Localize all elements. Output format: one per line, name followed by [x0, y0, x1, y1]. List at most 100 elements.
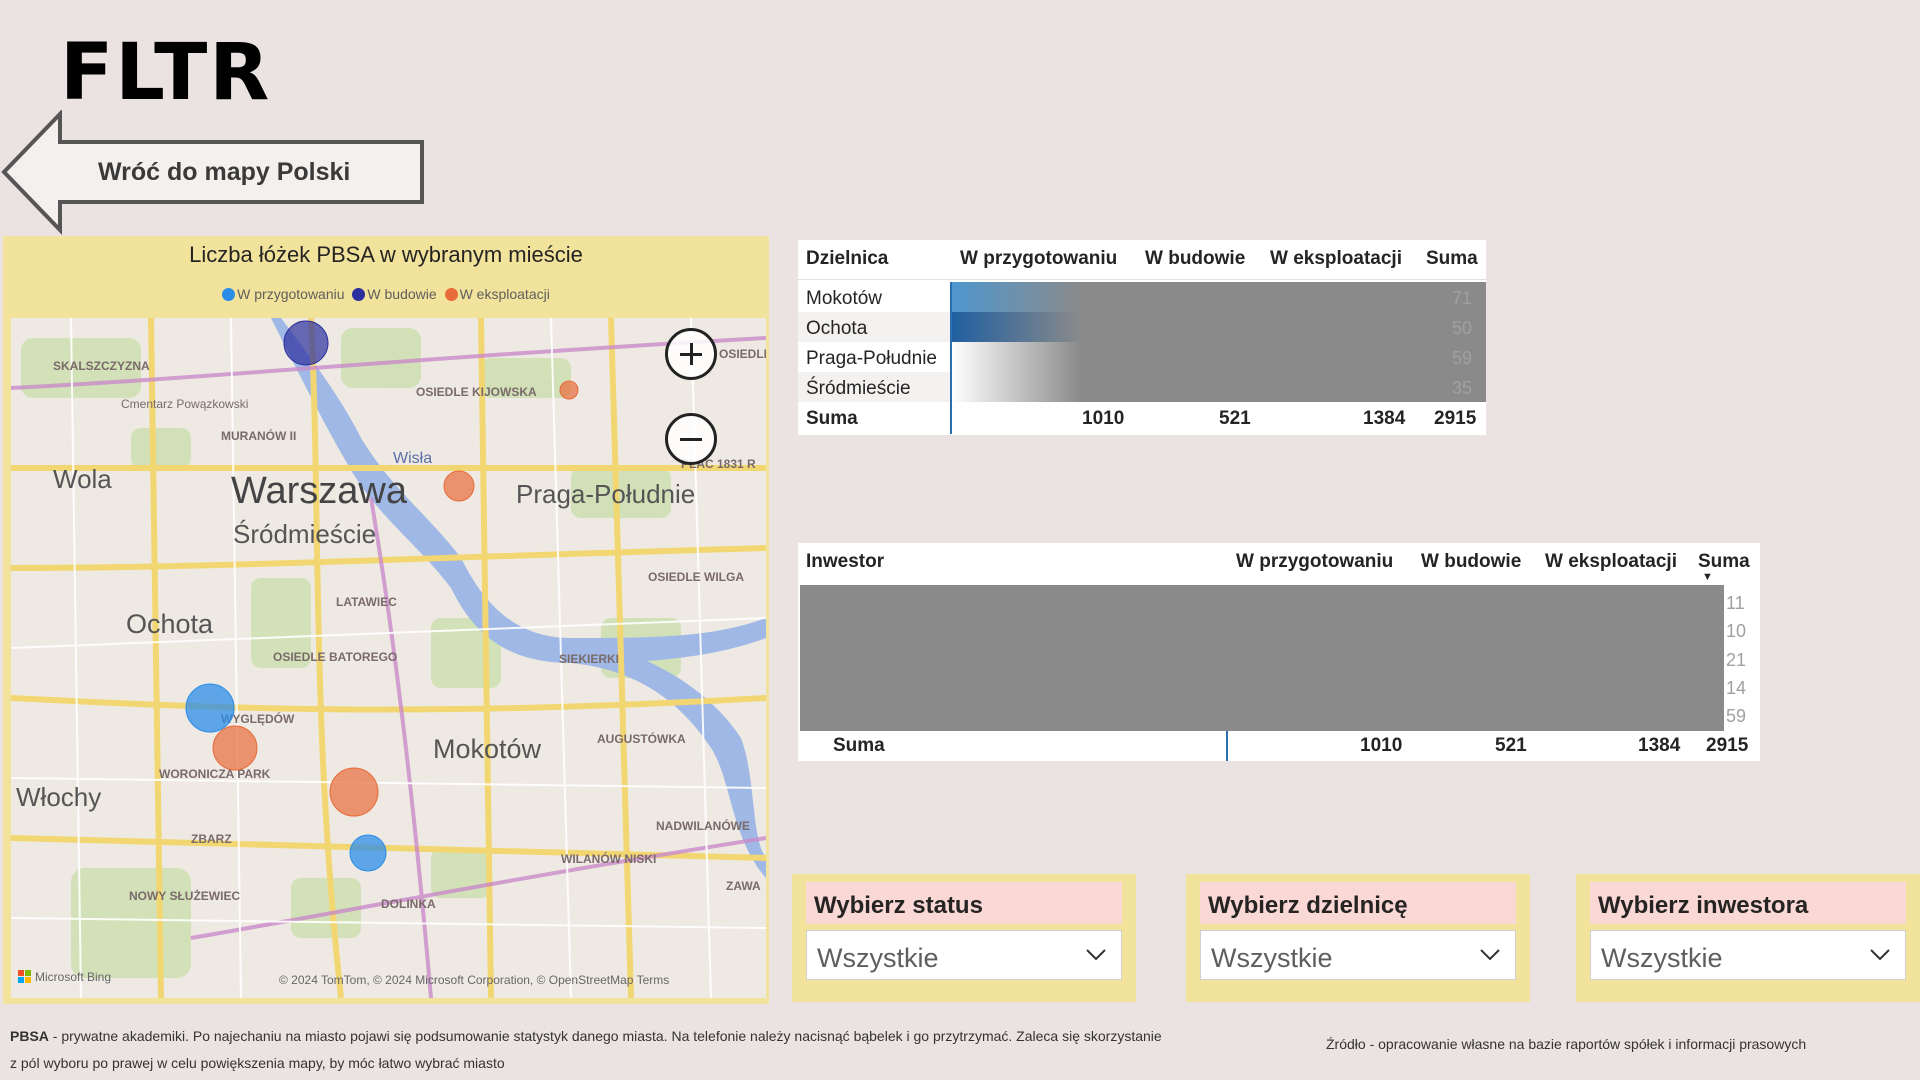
data-bar — [951, 372, 1081, 402]
map-label-wygledow: WYGLĘDÓW — [221, 711, 295, 726]
map-label-siekierki: SIEKIERKI — [559, 652, 619, 666]
col-suma[interactable]: Suma — [1698, 551, 1750, 572]
legend-dot-prep — [222, 288, 236, 301]
back-to-poland-map-button[interactable]: Wróć do mapy Polski — [0, 110, 430, 235]
map-bubble[interactable] — [559, 380, 579, 400]
map-label-wilanow: WILANÓW NISKI — [561, 851, 656, 866]
map-label-wilga: OSIEDLE WILGA — [648, 570, 744, 584]
map-label-cmentarz: Cmentarz Powązkowski — [121, 397, 248, 411]
legend-item-build[interactable]: W budowie — [352, 286, 437, 302]
map-label-praga: Praga-Południe — [516, 479, 695, 509]
map-label-muranow: MURANÓW II — [221, 428, 296, 443]
total-sum: 2915 — [1434, 408, 1477, 429]
total-label: Suma — [806, 408, 858, 429]
map-label-ochota: Ochota — [126, 609, 214, 639]
map-label-zbarz: ZBARZ — [191, 832, 232, 846]
dropdown-value: Wszystkie — [1601, 943, 1723, 973]
total-row: Suma 1010 521 1384 2915 — [798, 404, 1486, 434]
col-build[interactable]: W budowie — [1421, 551, 1522, 572]
data-bar — [951, 282, 1081, 312]
map-label-srodmiescie: Śródmieście — [233, 519, 376, 549]
data-bar — [951, 312, 1081, 342]
map-label-kijowska: OSIEDLE KIJOWSKA — [416, 385, 537, 399]
legend-dot-expl — [444, 288, 458, 301]
row-label[interactable]: Mokotów — [806, 288, 883, 309]
bing-logo: Microsoft Bing — [35, 970, 111, 984]
slicer-title: Wybierz inwestora — [1590, 882, 1906, 924]
slicer-title: Wybierz status — [806, 882, 1122, 924]
map-bubble[interactable] — [185, 683, 235, 733]
map-label-wisla: Wisła — [393, 450, 432, 467]
investor-table: Inwestor W przygotowaniu W budowie W eks… — [798, 543, 1760, 761]
col-dzielnica[interactable]: Dzielnica — [806, 248, 889, 269]
chevron-down-icon — [1086, 949, 1106, 961]
map-label-skalszczyzna: SKALSZCZYZNA — [53, 359, 150, 373]
map-label-latawiec: LATAWIEC — [336, 595, 397, 609]
map-label-warszawa: Warszawa — [231, 470, 408, 512]
total-expl: 1384 — [1363, 408, 1406, 429]
row-label[interactable]: Praga-Południe — [806, 348, 937, 369]
footnote-line1: - prywatne akademiki. Po najechaniu na m… — [48, 1028, 1162, 1044]
row-sum: 71 — [1452, 288, 1473, 308]
city-map[interactable]: Wola Warszawa Śródmieście Praga-Południe… — [11, 318, 766, 998]
row-sum: 35 — [1452, 378, 1473, 398]
map-label-dolinka: DOLINKA — [381, 897, 436, 911]
map-label-wlochy: Włochy — [16, 782, 101, 812]
map-label-batorego: OSIEDLE BATOREGO — [273, 650, 397, 664]
footnote: PBSA - prywatne akademiki. Po najechaniu… — [10, 1023, 1310, 1077]
row-sum: 21 — [1726, 650, 1747, 670]
col-build[interactable]: W budowie — [1145, 248, 1246, 269]
col-prep[interactable]: W przygotowaniu — [1236, 551, 1394, 572]
map-bubble[interactable] — [349, 834, 387, 872]
map-label-woronicza: WORONICZA PARK — [159, 767, 271, 781]
total-build: 521 — [1495, 735, 1527, 756]
row-label[interactable]: Śródmieście — [806, 378, 911, 399]
col-inwestor[interactable]: Inwestor — [806, 551, 885, 572]
map-label-wola: Wola — [53, 464, 112, 494]
row-sum: 11 — [1726, 593, 1745, 613]
map-label-mokotow: Mokotów — [433, 734, 542, 764]
row-sum: 59 — [1726, 706, 1747, 726]
col-expl[interactable]: W eksploatacji — [1270, 248, 1402, 269]
slicer-title: Wybierz dzielnicę — [1200, 882, 1516, 924]
map-bubble[interactable] — [212, 725, 258, 771]
total-row: Suma 1010 521 1384 2915 — [798, 731, 1760, 761]
data-bar — [951, 342, 1081, 372]
source-note: Źródło - opracowanie własne na bazie rap… — [1326, 1036, 1807, 1052]
map-bubble[interactable] — [443, 470, 475, 502]
sort-desc-icon[interactable]: ▼ — [1702, 571, 1713, 583]
col-expl[interactable]: W eksploatacji — [1545, 551, 1677, 572]
status-dropdown[interactable]: Wszystkie — [806, 930, 1122, 980]
map-title: Liczba łóżek PBSA w wybranym mieście — [189, 242, 583, 267]
investor-slicer: Wybierz inwestora Wszystkie — [1576, 874, 1920, 1002]
map-bubble[interactable] — [283, 320, 329, 366]
chevron-down-icon — [1870, 949, 1890, 961]
investor-dropdown[interactable]: Wszystkie — [1590, 930, 1906, 980]
map-label-zawa: ZAWA — [726, 879, 761, 893]
map-visual: Liczba łóżek PBSA w wybranym mieście W p… — [3, 236, 769, 1004]
legend-item-expl[interactable]: W eksploatacji — [444, 286, 550, 302]
total-sum: 2915 — [1706, 735, 1749, 756]
legend-item-prep[interactable]: W przygotowaniu — [222, 286, 345, 302]
map-canvas[interactable]: Wola Warszawa Śródmieście Praga-Południe… — [11, 318, 766, 998]
col-suma[interactable]: Suma — [1426, 248, 1478, 269]
logo: FLTR — [60, 28, 272, 118]
map-label-augustowka: AUGUSTÓWKA — [597, 731, 686, 746]
map-bubble[interactable] — [329, 767, 379, 817]
zoom-in-button[interactable] — [665, 328, 717, 380]
col-prep[interactable]: W przygotowaniu — [960, 248, 1118, 269]
dropdown-value: Wszystkie — [817, 943, 939, 973]
zoom-out-button[interactable] — [665, 413, 717, 465]
total-prep: 1010 — [1082, 408, 1125, 429]
district-dropdown[interactable]: Wszystkie — [1200, 930, 1516, 980]
legend-dot-build — [352, 288, 366, 301]
total-build: 521 — [1219, 408, 1251, 429]
arrow-left-icon — [1, 110, 424, 235]
map-label-osiedle: OSIEDLE ZJAZD — [719, 347, 766, 361]
row-label[interactable]: Ochota — [806, 318, 868, 339]
row-sum: 59 — [1452, 348, 1473, 368]
total-label: Suma — [833, 735, 885, 756]
status-slicer: Wybierz status Wszystkie — [792, 874, 1136, 1002]
map-label-sluzewiec: NOWY SŁUŻEWIEC — [129, 888, 240, 903]
dropdown-value: Wszystkie — [1211, 943, 1333, 973]
